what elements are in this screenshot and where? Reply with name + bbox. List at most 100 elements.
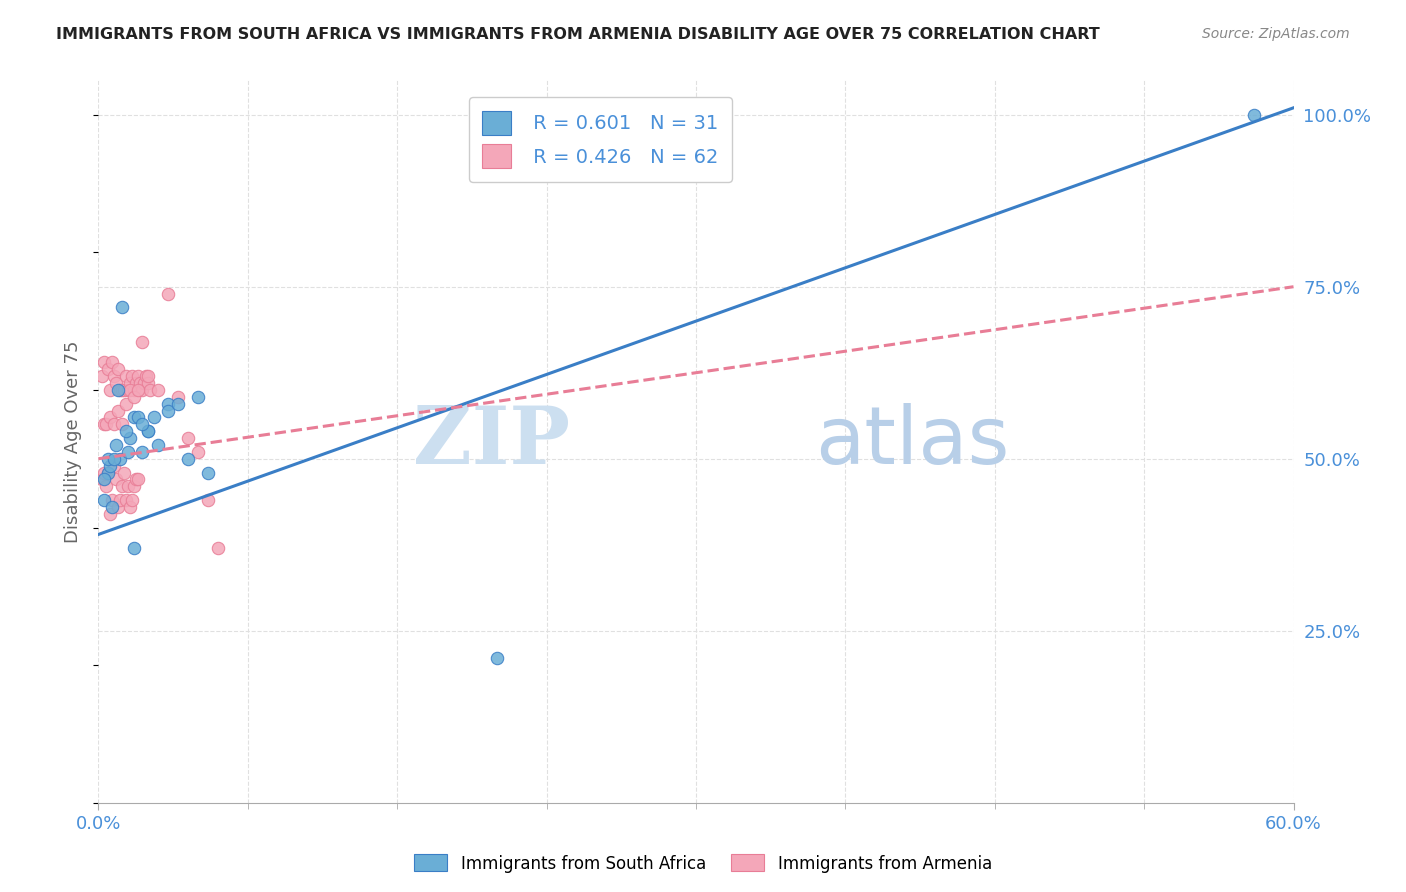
Point [120, 383, 142, 397]
Point [112, 383, 135, 397]
Point [98, 383, 122, 397]
Point [127, 383, 149, 397]
Point [136, 369, 159, 384]
Point [485, 651, 508, 665]
Point [115, 424, 138, 438]
Point [107, 362, 129, 376]
Point [148, 438, 170, 452]
Point [110, 451, 132, 466]
Point [187, 390, 209, 404]
Point [93, 472, 115, 486]
Point [98, 410, 122, 425]
Point [115, 397, 138, 411]
Point [103, 417, 125, 432]
Point [107, 403, 129, 417]
Point [139, 383, 162, 397]
Point [167, 390, 190, 404]
Point [134, 376, 156, 390]
Point [110, 383, 132, 397]
Y-axis label: Disability Age Over 75: Disability Age Over 75 [65, 340, 83, 543]
Text: atlas: atlas [815, 402, 1010, 481]
Point [157, 403, 180, 417]
Point [96, 417, 118, 432]
Point [120, 431, 142, 445]
Point [124, 390, 146, 404]
Text: IMMIGRANTS FROM SOUTH AFRICA VS IMMIGRANTS FROM ARMENIA DISABILITY AGE OVER 75 C: IMMIGRANTS FROM SOUTH AFRICA VS IMMIGRAN… [56, 27, 1099, 42]
Point [93, 493, 115, 508]
Point [98, 507, 122, 521]
Point [107, 500, 129, 514]
Point [121, 493, 143, 508]
Point [97, 451, 120, 466]
Point [103, 458, 125, 473]
Point [167, 397, 190, 411]
Point [101, 355, 124, 369]
Point [136, 376, 159, 390]
Point [124, 541, 146, 556]
Point [101, 500, 124, 514]
Point [127, 369, 149, 384]
Point [111, 417, 134, 432]
Point [136, 424, 159, 438]
Point [127, 410, 149, 425]
Point [111, 479, 134, 493]
Point [117, 479, 139, 493]
Point [131, 334, 153, 349]
Point [120, 500, 142, 514]
Point [117, 445, 139, 459]
Point [111, 301, 134, 315]
Point [124, 383, 146, 397]
Point [117, 383, 139, 397]
Text: Source: ZipAtlas.com: Source: ZipAtlas.com [1202, 27, 1350, 41]
Point [197, 466, 219, 480]
Point [103, 369, 125, 384]
Point [177, 451, 200, 466]
Point [97, 362, 120, 376]
Point [107, 383, 129, 397]
Point [131, 417, 153, 432]
Point [124, 479, 146, 493]
Point [93, 355, 115, 369]
Point [115, 369, 138, 384]
Point [101, 493, 124, 508]
Text: ZIP: ZIP [413, 402, 571, 481]
Point [112, 466, 135, 480]
Point [105, 376, 128, 390]
Point [135, 369, 157, 384]
Point [177, 431, 200, 445]
Point [207, 541, 229, 556]
Point [129, 376, 152, 390]
Point [93, 417, 115, 432]
Point [120, 376, 142, 390]
Point [131, 383, 153, 397]
Point [197, 493, 219, 508]
Point [131, 445, 153, 459]
Point [157, 286, 180, 301]
Point [105, 438, 128, 452]
Point [127, 472, 149, 486]
Point [97, 466, 120, 480]
Point [97, 466, 120, 480]
Point [110, 493, 132, 508]
Point [105, 472, 128, 486]
Point [91, 369, 114, 384]
Point [93, 466, 115, 480]
Point [121, 369, 143, 384]
Point [136, 424, 159, 438]
Point [124, 410, 146, 425]
Point [103, 451, 125, 466]
Point [148, 383, 170, 397]
Point [111, 383, 134, 397]
Point [96, 479, 118, 493]
Point [187, 445, 209, 459]
Point [1243, 108, 1265, 122]
Point [98, 458, 122, 473]
Point [91, 472, 114, 486]
Point [143, 410, 166, 425]
Point [125, 376, 148, 390]
Point [125, 472, 148, 486]
Legend:  R = 0.601   N = 31,  R = 0.426   N = 62: R = 0.601 N = 31, R = 0.426 N = 62 [468, 97, 733, 182]
Point [115, 493, 138, 508]
Legend: Immigrants from South Africa, Immigrants from Armenia: Immigrants from South Africa, Immigrants… [408, 847, 998, 880]
Point [157, 397, 180, 411]
